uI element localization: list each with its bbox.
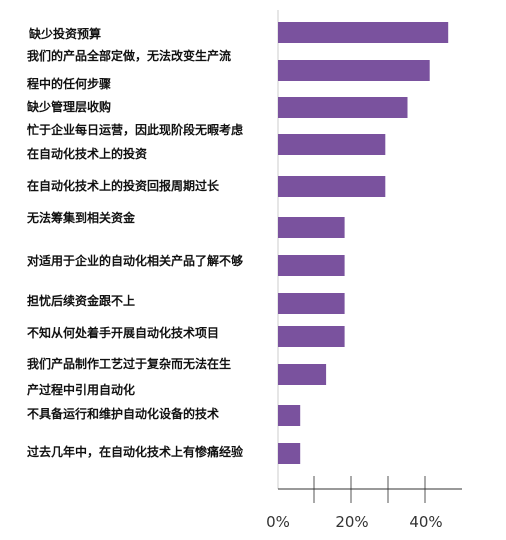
category-label-5-0: 无法筹集到相关资金 bbox=[27, 211, 136, 225]
bar-0 bbox=[278, 22, 449, 43]
category-label-3-0: 忙于企业每日运营，因此现阶段无暇考虑 bbox=[27, 123, 244, 137]
bar-4 bbox=[278, 176, 386, 197]
category-label-10-0: 不具备运行和维护自动化设备的技术 bbox=[27, 407, 220, 421]
bar-10 bbox=[278, 405, 301, 426]
category-label-8-0: 不知从何处着手开展自动化技术项目 bbox=[27, 326, 220, 340]
bar-11 bbox=[278, 443, 301, 464]
bars bbox=[278, 22, 449, 464]
x-tick-label-2: 40% bbox=[409, 513, 442, 531]
bar-2 bbox=[278, 97, 408, 118]
bar-7 bbox=[278, 293, 345, 314]
category-label-6-0: 对适用于企业的自动化相关产品了解不够 bbox=[27, 254, 244, 268]
category-label-0-0: 缺少投资预算 bbox=[29, 27, 102, 41]
x-tick-labels: 0% 20% 40% bbox=[266, 513, 443, 531]
bar-1 bbox=[278, 60, 430, 81]
bar-9 bbox=[278, 364, 327, 385]
category-label-1-0: 我们的产品全部定做，无法改变生产流 bbox=[27, 49, 232, 63]
category-label-3-1: 在自动化技术上的投资 bbox=[27, 147, 148, 161]
bar-6 bbox=[278, 255, 345, 276]
x-tick-label-0: 0% bbox=[266, 513, 290, 531]
category-label-9-0: 我们产品制作工艺过于复杂而无法在生 bbox=[27, 357, 232, 371]
bar-3 bbox=[278, 134, 386, 155]
category-label-2-0: 缺少管理层收购 bbox=[27, 100, 112, 114]
category-label-7-0: 担忧后续资金跟不上 bbox=[27, 294, 136, 308]
category-label-11-0: 过去几年中，在自动化技术上有惨痛经验 bbox=[27, 445, 244, 459]
category-label-4-0: 在自动化技术上的投资回报周期过长 bbox=[27, 179, 220, 193]
x-tick-label-1: 20% bbox=[335, 513, 368, 531]
category-label-1-1: 程中的任何步骤 bbox=[27, 77, 112, 91]
category-label-9-1: 产过程中引用自动化 bbox=[27, 383, 136, 397]
bar-8 bbox=[278, 326, 345, 347]
bar-5 bbox=[278, 217, 345, 238]
